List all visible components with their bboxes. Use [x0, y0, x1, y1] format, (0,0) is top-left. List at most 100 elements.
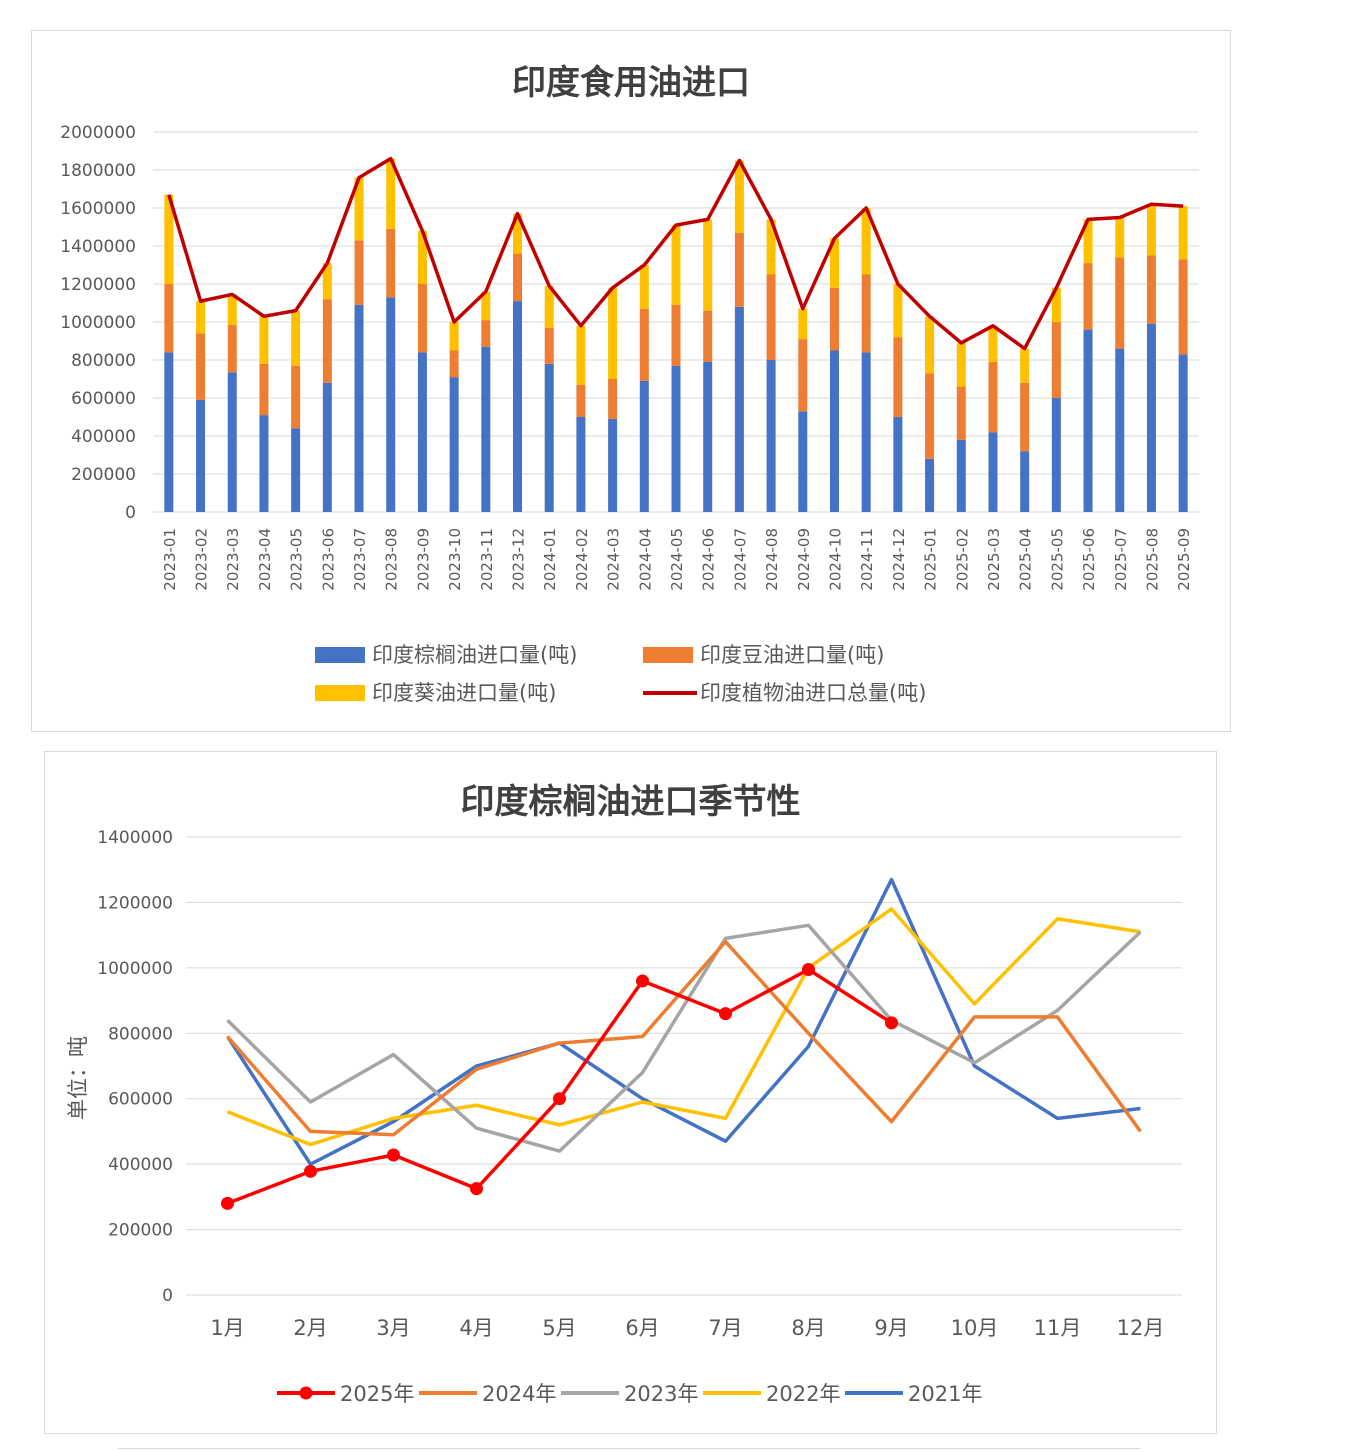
bar-segment	[227, 294, 237, 325]
series-line-2025年	[226, 967, 893, 1206]
x-tick-label: 10月	[951, 1316, 999, 1340]
bar-segment	[354, 304, 364, 512]
bar-segment	[861, 274, 871, 353]
y-tick-label: 600000	[71, 389, 136, 409]
bar-segment	[1020, 451, 1030, 512]
y-tick-label: 1400000	[60, 237, 136, 257]
x-tick-label: 2025-03	[985, 528, 1003, 591]
bar-segment	[893, 417, 903, 512]
data-point	[719, 1007, 732, 1021]
legend-label: 印度植物油进口总量(吨)	[700, 681, 926, 705]
bar-segment	[734, 306, 744, 512]
y-tick-label: 200000	[108, 1221, 173, 1241]
data-point	[304, 1164, 317, 1178]
x-tick-label: 2025-06	[1080, 528, 1098, 591]
legend-label: 2021年	[908, 1382, 982, 1406]
x-tick-label: 2025-07	[1112, 528, 1130, 591]
data-point	[387, 1148, 400, 1162]
data-point	[470, 1182, 483, 1196]
bar-segment	[766, 274, 776, 360]
series-line-2022年	[226, 907, 1141, 1147]
bar-segment	[1178, 354, 1188, 512]
x-tick-label: 2025-02	[953, 528, 971, 591]
legend-label: 2022年	[766, 1382, 840, 1406]
legend-label: 印度葵油进口量(吨)	[372, 681, 556, 705]
legend-marker	[299, 1386, 313, 1400]
divider	[118, 1448, 1140, 1449]
x-tick-label: 2023-09	[414, 528, 432, 591]
bar-segment	[227, 372, 237, 512]
bar-segment	[671, 225, 681, 305]
x-tick-label: 2023-10	[446, 528, 464, 591]
bar-segment	[925, 316, 935, 374]
bar-segment	[798, 339, 808, 412]
bar-segment	[417, 352, 427, 512]
bar-segment	[734, 160, 744, 233]
bar-segment	[1146, 255, 1156, 324]
bar-segment	[1020, 348, 1030, 383]
bar-segment	[196, 301, 206, 334]
x-tick-label: 2023-02	[193, 528, 211, 591]
bar-segment	[417, 230, 427, 284]
bar-segment	[291, 310, 301, 366]
bar-segment	[1020, 382, 1030, 452]
x-tick-label: 2024-05	[668, 528, 686, 591]
x-tick-label: 2025-08	[1143, 528, 1161, 591]
y-tick-label: 800000	[108, 1024, 173, 1044]
bar-segment	[259, 316, 269, 364]
bar-segment	[608, 379, 618, 419]
x-tick-label: 2024-06	[700, 528, 718, 591]
total-import-line	[167, 156, 1184, 351]
bar-segment	[544, 285, 554, 328]
chart-title: 印度食用油进口	[512, 63, 750, 103]
bar-segment	[449, 377, 459, 512]
bar-segment	[513, 253, 523, 302]
bar-segment	[322, 299, 332, 383]
legend-label: 印度豆油进口量(吨)	[700, 643, 884, 667]
bar-segment	[354, 240, 364, 305]
bar-segment	[386, 297, 396, 512]
bar-segment	[608, 287, 618, 379]
bar-segment	[988, 361, 998, 433]
bar-segment	[291, 428, 301, 512]
y-tick-label: 400000	[108, 1155, 173, 1175]
bar-segment	[829, 238, 839, 288]
x-tick-label: 2025-09	[1175, 528, 1193, 591]
bar-segment	[164, 194, 174, 284]
bar-segment	[1115, 257, 1125, 349]
y-tick-label: 1800000	[60, 161, 136, 181]
bar-segment	[449, 350, 459, 378]
legend-swatch	[643, 647, 693, 663]
x-tick-label: 5月	[542, 1316, 576, 1340]
y-tick-label: 200000	[71, 465, 136, 485]
chart-title: 印度棕榈油进口季节性	[460, 782, 801, 822]
x-tick-label: 2024-04	[636, 528, 654, 591]
bar-segment	[703, 310, 713, 362]
x-tick-label: 8月	[791, 1316, 825, 1340]
y-tick-label: 1200000	[97, 893, 173, 913]
x-tick-label: 2025-05	[1048, 528, 1066, 591]
bar-segment	[703, 219, 713, 311]
bar-segment	[925, 458, 935, 512]
x-tick-label: 2023-04	[256, 528, 274, 591]
x-tick-label: 2024-10	[826, 528, 844, 591]
palm-oil-seasonality-chart-panel: 印度棕榈油进口季节性 0 200000 400000 600000 800000 1000…	[44, 751, 1217, 1434]
y-tick-label: 800000	[71, 351, 136, 371]
bar-segment	[576, 384, 586, 417]
bar-segment	[513, 301, 523, 512]
palm-oil-seasonality-chart: 0 200000 400000 600000 800000 1000000 1200000 1…	[66, 828, 1182, 1406]
bar-segment	[956, 342, 966, 387]
bar-segment	[354, 177, 364, 241]
x-tick-label: 11月	[1034, 1316, 1082, 1340]
x-tick-label: 2024-02	[573, 528, 591, 591]
x-tick-label: 4月	[459, 1316, 493, 1340]
bar-segment	[322, 263, 332, 300]
x-tick-label: 2023-11	[478, 528, 496, 591]
bar-segment	[1051, 398, 1061, 512]
bar-segment	[1083, 263, 1093, 330]
bar-segment	[956, 386, 966, 440]
edible-oil-import-chart-panel: 印度食用油进口 0 200000 400000 600000 800000 1000000…	[31, 30, 1231, 732]
data-point	[636, 974, 649, 988]
series-line-2024年	[226, 939, 1142, 1137]
bar-segment	[829, 350, 839, 512]
